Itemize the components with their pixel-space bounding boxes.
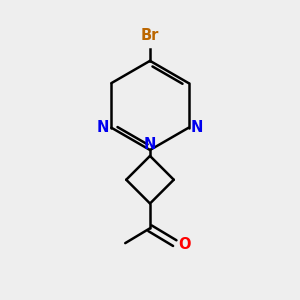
Text: N: N	[191, 120, 203, 135]
Text: Br: Br	[141, 28, 159, 43]
Text: O: O	[179, 237, 191, 252]
Text: N: N	[144, 137, 156, 152]
Text: N: N	[97, 120, 109, 135]
